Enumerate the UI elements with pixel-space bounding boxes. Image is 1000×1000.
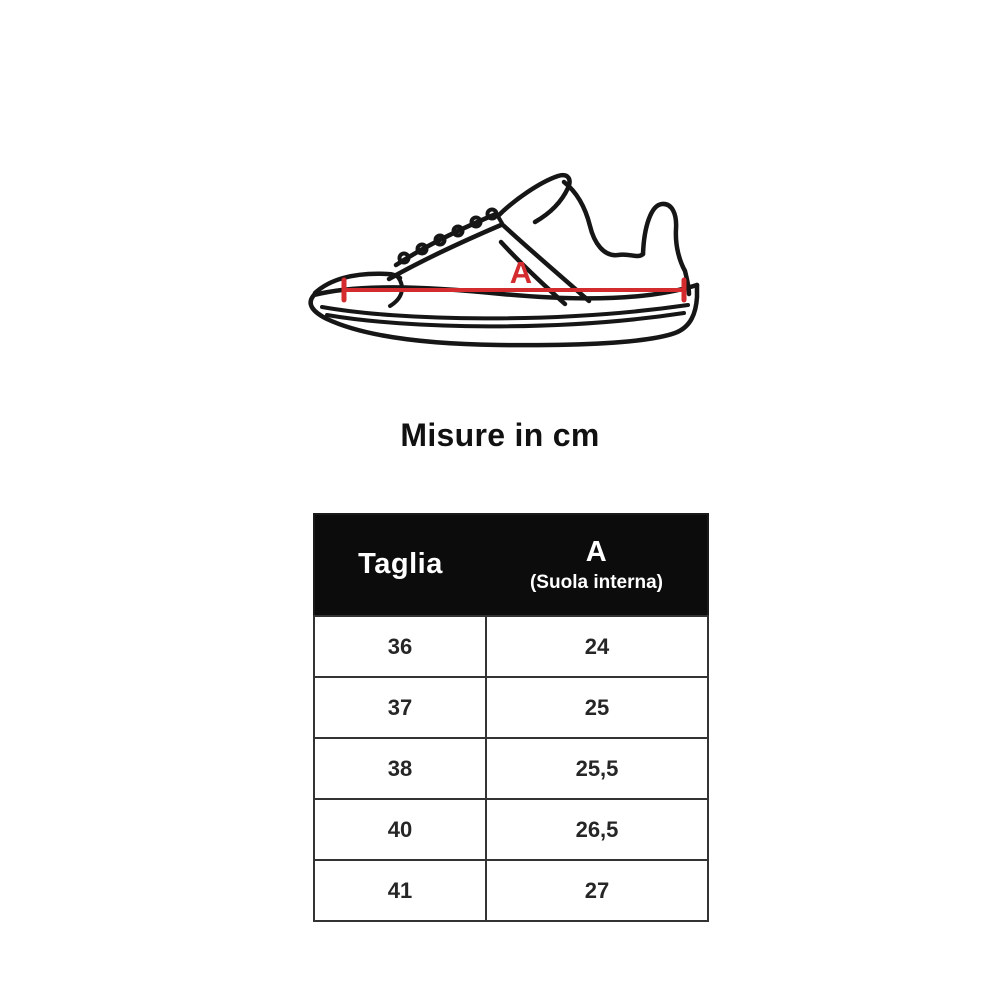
collar-outline: [561, 179, 646, 259]
header-cell-taglia: Taglia: [314, 514, 486, 616]
sole-outline: [308, 282, 700, 348]
size-cell: 40: [313, 798, 487, 861]
table-row: 40 26,5: [313, 798, 709, 861]
insole-length-cell: 25,5: [485, 737, 709, 800]
lace-eyestay: [386, 211, 505, 282]
table-header-row: Taglia A (Suola interna): [314, 514, 708, 616]
page-title: Misure in cm: [400, 417, 600, 453]
table-row: 41 27: [313, 859, 709, 922]
sneaker-outline-icon: A: [308, 173, 700, 348]
insole-length-cell: 24: [485, 615, 709, 678]
size-cell: 36: [313, 615, 487, 678]
table-row: 38 25,5: [313, 737, 709, 800]
insole-length-cell: 26,5: [485, 798, 709, 861]
lace-loops-icon: [397, 207, 499, 265]
quarter-seams: [498, 223, 592, 307]
measurement-line: [341, 277, 687, 303]
header-cell-a: A (Suola interna): [486, 514, 708, 616]
measurement-label-a: A: [510, 255, 532, 290]
header-a-sublabel: (Suola interna): [529, 571, 663, 593]
heel-tab-outline: [640, 201, 692, 297]
size-cell: 38: [313, 737, 487, 800]
size-table: Taglia A (Suola interna) 36 24 37 25 38 …: [313, 513, 709, 922]
size-cell: 37: [313, 676, 487, 739]
insole-length-cell: 27: [485, 859, 709, 922]
header-a-label: A: [585, 536, 608, 569]
insole-length-cell: 25: [485, 676, 709, 739]
table-row: 37 25: [313, 676, 709, 739]
header-taglia-label: Taglia: [358, 548, 443, 581]
size-cell: 41: [313, 859, 487, 922]
table-row: 36 24: [313, 615, 709, 678]
tongue-outline: [495, 173, 572, 225]
